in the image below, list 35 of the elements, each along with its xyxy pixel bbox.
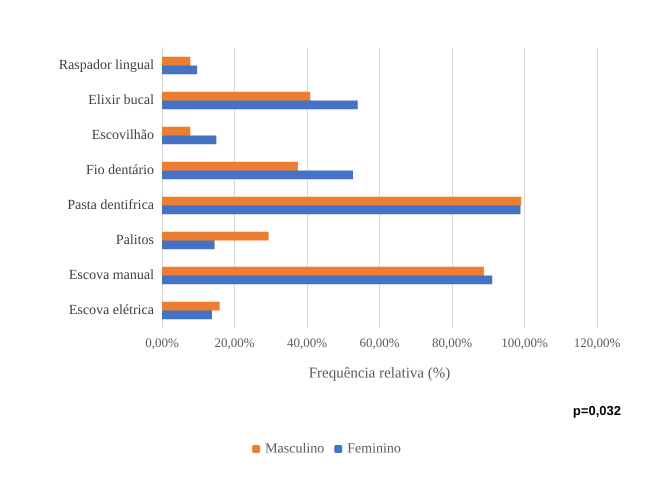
x-tick-label: 120,00%	[574, 335, 620, 350]
bar	[162, 310, 212, 320]
x-tick-label: 60,00%	[359, 335, 400, 350]
text: p=0,032	[572, 403, 622, 418]
x-axis-title: Frequência relativa (%)	[308, 366, 450, 382]
bar	[162, 266, 484, 276]
bar	[162, 92, 310, 100]
bar	[162, 302, 220, 310]
x-tick-label: 20,00%	[214, 335, 255, 350]
bar	[162, 206, 521, 214]
x-tick-label: 100,00%	[501, 335, 548, 350]
bar	[162, 170, 354, 180]
x-tick-label: 40,00%	[286, 335, 328, 350]
bar	[162, 56, 190, 66]
bar	[162, 66, 198, 74]
y-tick-label: Elixir bucal	[88, 93, 154, 108]
x-tick-label: 80,00%	[432, 335, 472, 350]
y-tick-label: Pasta dentifrica	[67, 198, 155, 213]
bar	[162, 232, 269, 240]
bar	[162, 126, 190, 136]
y-tick-label: Escova manual	[68, 268, 154, 283]
y-tick-label: Raspador lingual	[58, 58, 154, 73]
x-tick-label: 0,00%	[145, 335, 179, 350]
bar	[162, 276, 492, 284]
bar	[162, 100, 358, 110]
y-tick-label: Escova elétrica	[68, 303, 155, 318]
y-tick-label: Fio dentário	[86, 163, 154, 178]
bar	[162, 196, 522, 206]
bar	[162, 136, 216, 144]
legend-label: Feminino	[347, 442, 401, 456]
bar	[162, 162, 298, 170]
bar	[162, 240, 215, 250]
y-tick-label: Palitos	[116, 233, 154, 248]
y-tick-label: Escovilhão	[92, 128, 154, 143]
legend-label: Masculino	[265, 442, 324, 456]
